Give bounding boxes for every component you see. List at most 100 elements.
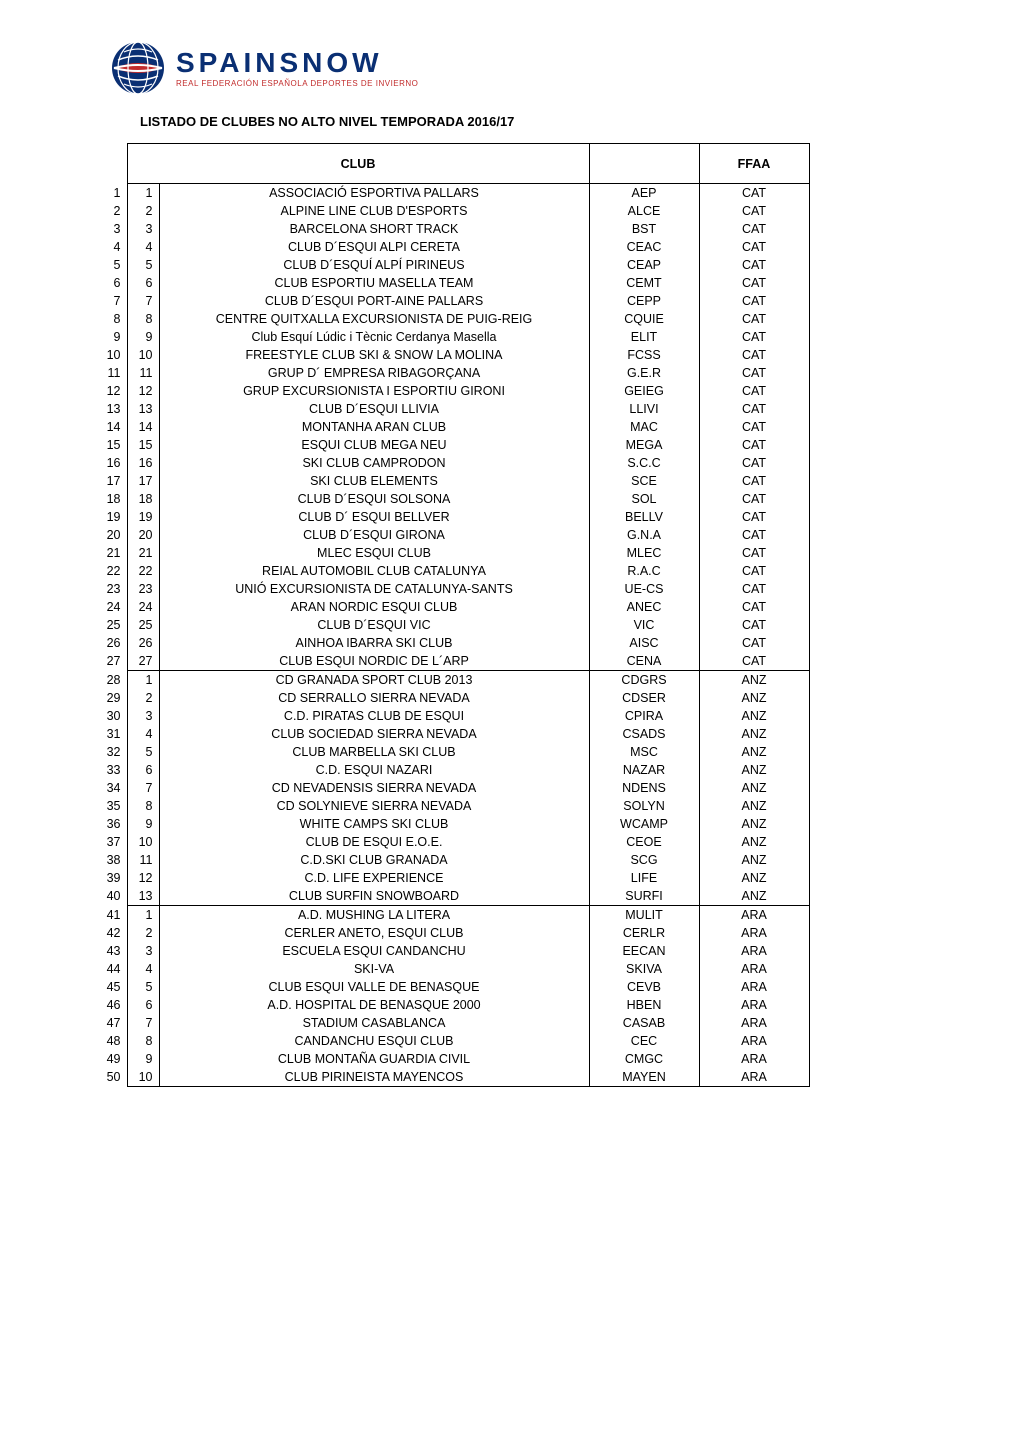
cell-code: LIFE (589, 869, 699, 887)
table-row: 2525CLUB D´ESQUI VICVICCAT (95, 616, 809, 634)
table-row: 1515ESQUI CLUB MEGA NEUMEGACAT (95, 436, 809, 454)
cell-ffaa: ARA (699, 960, 809, 978)
cell-club: CD SOLYNIEVE SIERRA NEVADA (159, 797, 589, 815)
cell-idx1: 7 (95, 292, 127, 310)
table-row: 44CLUB D´ESQUI ALPI CERETACEACCAT (95, 238, 809, 256)
cell-idx1: 21 (95, 544, 127, 562)
cell-ffaa: ANZ (699, 761, 809, 779)
table-row: 499CLUB MONTAÑA GUARDIA CIVILCMGCARA (95, 1050, 809, 1068)
table-row: 455CLUB ESQUI VALLE DE BENASQUECEVBARA (95, 978, 809, 996)
cell-code: BELLV (589, 508, 699, 526)
cell-idx1: 27 (95, 652, 127, 671)
cell-idx1: 5 (95, 256, 127, 274)
cell-idx1: 48 (95, 1032, 127, 1050)
cell-club: CLUB D´ESQUI LLIVIA (159, 400, 589, 418)
cell-ffaa: CAT (699, 382, 809, 400)
table-row: 3811C.D.SKI CLUB GRANADASCGANZ (95, 851, 809, 869)
cell-code: FCSS (589, 346, 699, 364)
table-row: 1010FREESTYLE CLUB SKI & SNOW LA MOLINAF… (95, 346, 809, 364)
table-row: 358CD SOLYNIEVE SIERRA NEVADASOLYNANZ (95, 797, 809, 815)
cell-club: MONTANHA ARAN CLUB (159, 418, 589, 436)
cell-idx2: 5 (127, 978, 159, 996)
cell-ffaa: ANZ (699, 671, 809, 690)
cell-club: CANDANCHU ESQUI CLUB (159, 1032, 589, 1050)
cell-idx1: 12 (95, 382, 127, 400)
cell-idx1: 16 (95, 454, 127, 472)
cell-code: CERLR (589, 924, 699, 942)
cell-idx1: 38 (95, 851, 127, 869)
cell-code: ANEC (589, 598, 699, 616)
cell-code: CEAP (589, 256, 699, 274)
cell-code: CEOE (589, 833, 699, 851)
cell-ffaa: CAT (699, 346, 809, 364)
cell-ffaa: ARA (699, 1032, 809, 1050)
cell-idx2: 20 (127, 526, 159, 544)
cell-idx2: 23 (127, 580, 159, 598)
cell-code: CASAB (589, 1014, 699, 1032)
table-row: 2222REIAL AUTOMOBIL CLUB CATALUNYAR.A.CC… (95, 562, 809, 580)
cell-idx2: 9 (127, 328, 159, 346)
cell-ffaa: ANZ (699, 797, 809, 815)
globe-icon (110, 40, 166, 96)
cell-code: SOL (589, 490, 699, 508)
header-club: CLUB (127, 144, 589, 184)
cell-code: MSC (589, 743, 699, 761)
cell-ffaa: CAT (699, 616, 809, 634)
cell-idx1: 4 (95, 238, 127, 256)
cell-ffaa: CAT (699, 220, 809, 238)
cell-idx2: 1 (127, 184, 159, 203)
cell-idx1: 13 (95, 400, 127, 418)
cell-idx1: 29 (95, 689, 127, 707)
header-blank-1 (95, 144, 127, 184)
cell-club: CLUB SURFIN SNOWBOARD (159, 887, 589, 906)
cell-club: CLUB D´ESQUI PORT-AINE PALLARS (159, 292, 589, 310)
table-row: 369WHITE CAMPS SKI CLUBWCAMPANZ (95, 815, 809, 833)
cell-ffaa: ANZ (699, 689, 809, 707)
cell-ffaa: CAT (699, 310, 809, 328)
table-row: 444SKI-VASKIVAARA (95, 960, 809, 978)
cell-club: ALPINE LINE CLUB D'ESPORTS (159, 202, 589, 220)
cell-idx2: 6 (127, 761, 159, 779)
cell-ffaa: CAT (699, 436, 809, 454)
cell-club: BARCELONA SHORT TRACK (159, 220, 589, 238)
cell-idx2: 2 (127, 924, 159, 942)
header-ffaa: FFAA (699, 144, 809, 184)
cell-club: CD NEVADENSIS SIERRA NEVADA (159, 779, 589, 797)
cell-club: GRUP D´ EMPRESA RIBAGORÇANA (159, 364, 589, 382)
cell-idx2: 6 (127, 274, 159, 292)
cell-code: CPIRA (589, 707, 699, 725)
cell-idx2: 19 (127, 508, 159, 526)
cell-ffaa: ANZ (699, 851, 809, 869)
cell-code: MULIT (589, 906, 699, 925)
cell-club: WHITE CAMPS SKI CLUB (159, 815, 589, 833)
cell-idx1: 11 (95, 364, 127, 382)
cell-ffaa: ARA (699, 1050, 809, 1068)
cell-ffaa: CAT (699, 490, 809, 508)
table-row: 336C.D. ESQUI NAZARINAZARANZ (95, 761, 809, 779)
table-row: 477STADIUM CASABLANCACASABARA (95, 1014, 809, 1032)
cell-ffaa: CAT (699, 184, 809, 203)
table-row: 22ALPINE LINE CLUB D'ESPORTSALCECAT (95, 202, 809, 220)
table-row: 99Club Esquí Lúdic i Tècnic Cerdanya Mas… (95, 328, 809, 346)
cell-idx2: 5 (127, 743, 159, 761)
cell-ffaa: CAT (699, 274, 809, 292)
cell-idx2: 3 (127, 220, 159, 238)
table-row: 3710CLUB DE ESQUI E.O.E.CEOEANZ (95, 833, 809, 851)
cell-idx1: 49 (95, 1050, 127, 1068)
table-row: 325CLUB MARBELLA SKI CLUBMSCANZ (95, 743, 809, 761)
table-row: 411A.D. MUSHING LA LITERAMULITARA (95, 906, 809, 925)
table-row: 303C.D. PIRATAS CLUB DE ESQUICPIRAANZ (95, 707, 809, 725)
cell-code: G.E.R (589, 364, 699, 382)
cell-club: CLUB SOCIEDAD SIERRA NEVADA (159, 725, 589, 743)
cell-idx1: 14 (95, 418, 127, 436)
cell-idx2: 15 (127, 436, 159, 454)
cell-ffaa: ARA (699, 996, 809, 1014)
cell-idx2: 1 (127, 906, 159, 925)
cell-idx1: 34 (95, 779, 127, 797)
cell-idx2: 10 (127, 1068, 159, 1087)
cell-club: CLUB PIRINEISTA MAYENCOS (159, 1068, 589, 1087)
cell-ffaa: CAT (699, 544, 809, 562)
cell-idx2: 12 (127, 382, 159, 400)
table-row: 292CD SERRALLO SIERRA NEVADACDSERANZ (95, 689, 809, 707)
table-row: 2424ARAN NORDIC ESQUI CLUBANECCAT (95, 598, 809, 616)
